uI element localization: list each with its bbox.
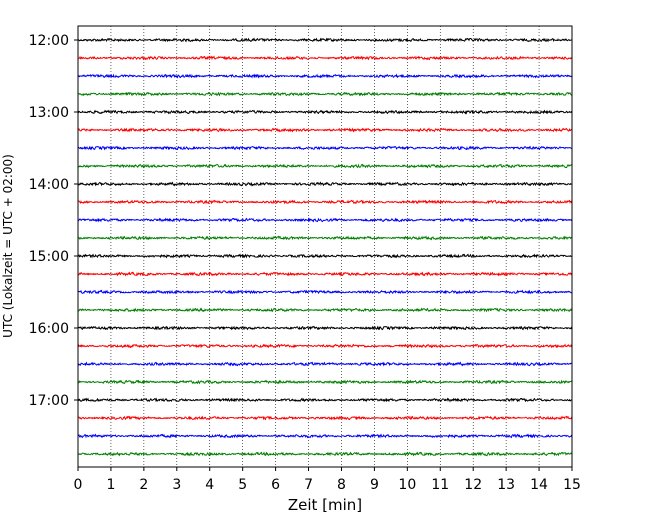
- trace-8: [77, 181, 573, 187]
- trace-13: [77, 271, 573, 277]
- plot-frame: [77, 25, 573, 468]
- x-gridlines: [110, 26, 540, 467]
- trace-15: [77, 307, 573, 313]
- seismic-traces: [77, 37, 573, 457]
- x-tick-label-5: 5: [238, 477, 247, 493]
- y-tick-label-2: 14:00: [29, 177, 69, 193]
- x-tick-label-7: 7: [304, 477, 313, 493]
- x-tick-label-8: 8: [337, 477, 346, 493]
- x-tick-label-15: 15: [563, 477, 581, 493]
- x-tick-label-12: 12: [464, 477, 482, 493]
- y-tick-label-4: 16:00: [29, 321, 69, 337]
- x-axis-ticks: 0 1 2 3 4 5 6 7 8 9 10 11 12 13 14 15: [74, 467, 581, 493]
- trace-23: [77, 451, 573, 457]
- x-tick-label-2: 2: [139, 477, 148, 493]
- trace-5: [77, 127, 573, 133]
- x-tick-label-14: 14: [530, 477, 548, 493]
- trace-6: [77, 145, 573, 151]
- trace-4: [77, 109, 573, 115]
- x-tick-label-1: 1: [106, 477, 115, 493]
- y-tick-label-0: 12:00: [29, 33, 69, 49]
- trace-14: [77, 289, 573, 295]
- trace-3: [77, 91, 573, 97]
- x-tick-label-13: 13: [497, 477, 515, 493]
- trace-18: [77, 361, 573, 367]
- y-tick-label-5: 17:00: [29, 393, 69, 409]
- x-tick-label-9: 9: [370, 477, 379, 493]
- x-tick-label-11: 11: [431, 477, 449, 493]
- x-tick-label-0: 0: [74, 477, 83, 493]
- trace-22: [77, 433, 573, 439]
- trace-21: [77, 415, 573, 421]
- trace-2: [77, 73, 573, 79]
- trace-16: [77, 325, 573, 331]
- trace-0: [77, 37, 573, 43]
- x-tick-label-4: 4: [205, 477, 214, 493]
- y-tick-label-3: 15:00: [29, 249, 69, 265]
- trace-1: [77, 55, 573, 61]
- trace-19: [77, 379, 573, 385]
- x-tick-label-10: 10: [398, 477, 416, 493]
- trace-7: [77, 163, 573, 169]
- x-tick-label-3: 3: [172, 477, 181, 493]
- trace-17: [77, 343, 573, 349]
- y-axis-ticks: 12:00 13:00 14:00 15:00 16:00 17:00: [29, 33, 78, 409]
- trace-20: [77, 397, 573, 403]
- x-axis-label: Zeit [min]: [288, 496, 362, 514]
- trace-10: [77, 217, 573, 223]
- y-axis-label: UTC (Lokalzeit = UTC + 02:00): [1, 154, 15, 338]
- trace-11: [77, 235, 573, 241]
- trace-12: [77, 253, 573, 259]
- x-tick-label-6: 6: [271, 477, 280, 493]
- trace-9: [77, 199, 573, 205]
- y-tick-label-1: 13:00: [29, 105, 69, 121]
